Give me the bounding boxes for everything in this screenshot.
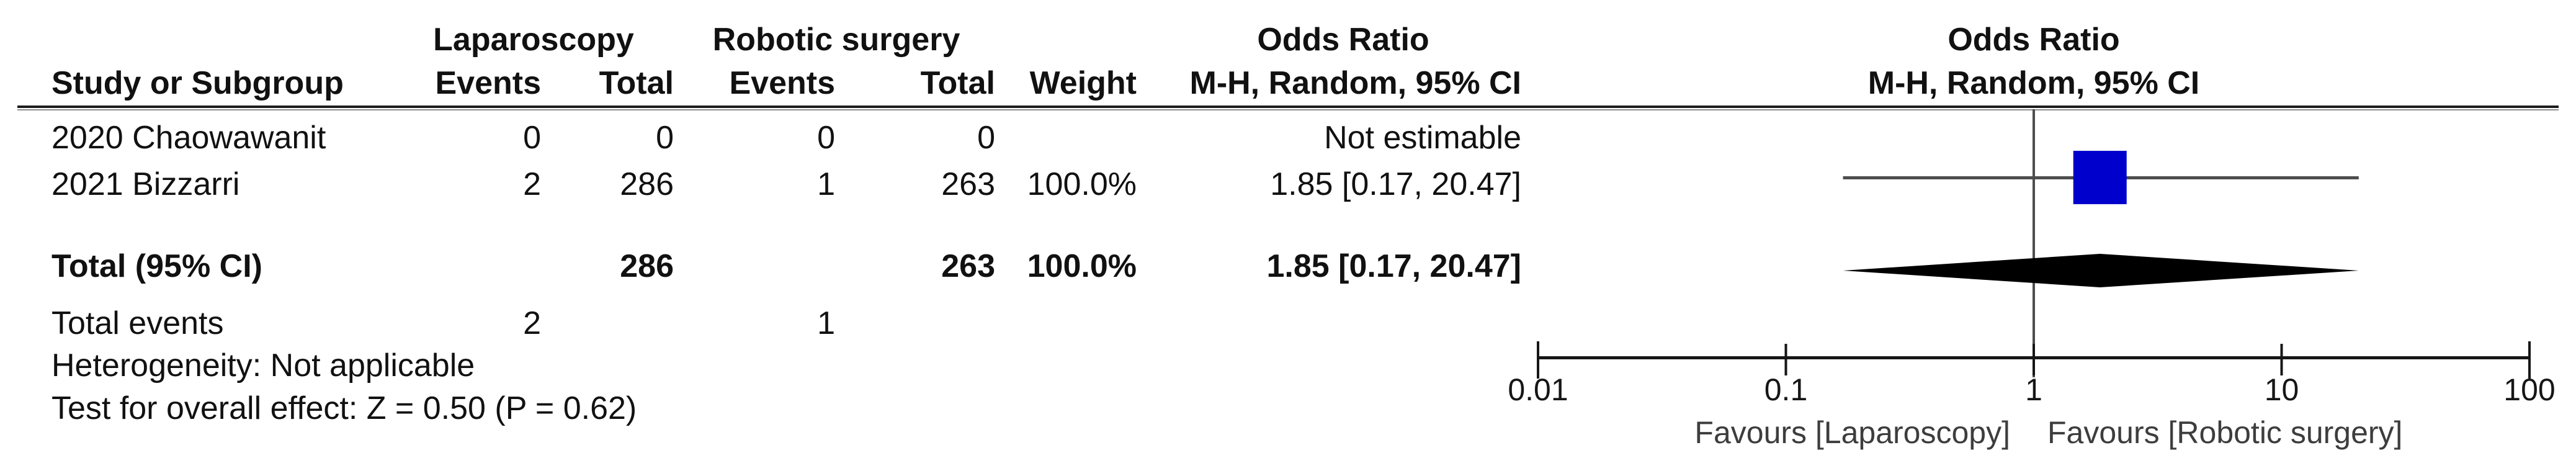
rob-total: 263 [941, 166, 995, 202]
col-header-mh-ci: M-H, Random, 95% CI [1189, 65, 1522, 101]
favours-right-label: Favours [Robotic surgery] [2047, 415, 2403, 450]
col-header-study: Study or Subgroup [51, 65, 344, 101]
ci-text: Not estimable [1324, 120, 1521, 156]
axis-tick [2033, 344, 2035, 375]
lap-events: 2 [523, 166, 541, 202]
total-rob-n: 263 [941, 248, 995, 284]
axis-tick-label: 1 [2025, 372, 2042, 407]
lap-total: 286 [620, 166, 674, 202]
ci-text: 1.85 [0.17, 20.47] [1270, 166, 1521, 202]
lap-events: 0 [523, 120, 541, 156]
axis-tick-label: 10 [2264, 372, 2299, 407]
total-weight: 100.0% [1027, 248, 1137, 284]
group-header-robotic: Robotic surgery [712, 22, 960, 58]
group-header-odds-ratio-table: Odds Ratio [1257, 22, 1429, 58]
header-rule [17, 106, 2559, 108]
axis-tick [1784, 344, 1787, 375]
rob-total: 0 [977, 120, 995, 156]
axis-tick-label: 0.01 [1508, 372, 1568, 407]
header-rule-shadow [17, 109, 2559, 110]
total-diamond [1843, 254, 2359, 287]
total-events-rob: 1 [817, 305, 835, 341]
total-events-label: Total events [51, 305, 224, 341]
study-name: 2021 Bizzarri [51, 166, 240, 202]
total-lap-n: 286 [620, 248, 674, 284]
heterogeneity-text: Heterogeneity: Not applicable [51, 348, 475, 384]
col-header-lap-events: Events [435, 65, 541, 101]
line-of-no-effect [2033, 109, 2035, 377]
group-header-laparoscopy: Laparoscopy [433, 22, 634, 58]
weight: 100.0% [1027, 166, 1137, 202]
axis-tick [2528, 341, 2531, 379]
group-header-odds-ratio-plot: Odds Ratio [1948, 22, 2120, 58]
lap-total: 0 [656, 120, 674, 156]
col-header-lap-total: Total [599, 65, 674, 101]
overall-effect-text: Test for overall effect: Z = 0.50 (P = 0… [51, 390, 637, 426]
study-or-square [2073, 151, 2127, 204]
total-events-lap: 2 [523, 305, 541, 341]
study-name: 2020 Chaowawanit [51, 120, 326, 156]
rob-events: 1 [817, 166, 835, 202]
col-header-rob-events: Events [729, 65, 835, 101]
axis-tick-label: 0.1 [1764, 372, 1808, 407]
total-label: Total (95% CI) [51, 248, 262, 284]
col-header-weight: Weight [1029, 65, 1137, 101]
axis-tick [1537, 341, 1539, 379]
total-ci-text: 1.85 [0.17, 20.47] [1266, 248, 1521, 284]
col-header-mh-ci-plot: M-H, Random, 95% CI [1867, 65, 2200, 101]
axis-tick-label: 100 [2503, 372, 2556, 407]
rob-events: 0 [817, 120, 835, 156]
axis-tick [2280, 344, 2283, 375]
favours-left-label: Favours [Laparoscopy] [1694, 415, 2010, 450]
col-header-rob-total: Total [920, 65, 995, 101]
